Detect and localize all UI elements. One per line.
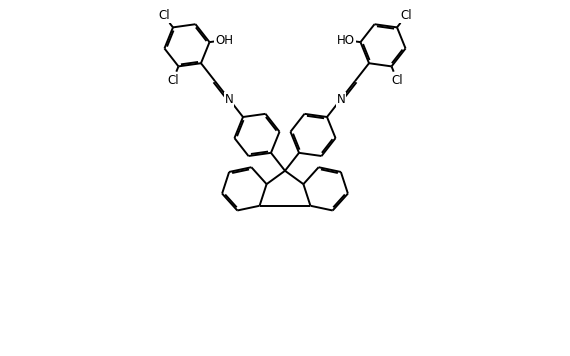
Text: Cl: Cl	[391, 74, 403, 87]
Text: N: N	[337, 93, 345, 106]
Text: Cl: Cl	[167, 74, 179, 87]
Text: Cl: Cl	[158, 9, 170, 22]
Text: N: N	[225, 93, 233, 106]
Text: OH: OH	[215, 33, 233, 47]
Text: Cl: Cl	[400, 9, 412, 22]
Text: HO: HO	[337, 33, 355, 47]
